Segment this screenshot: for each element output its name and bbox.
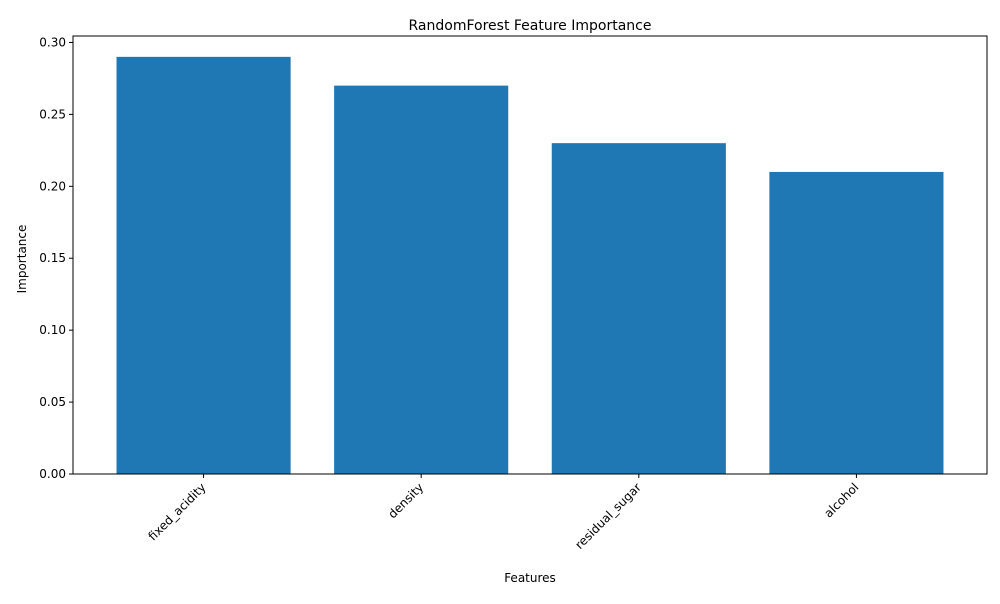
y-tick-label: 0.00 bbox=[39, 467, 66, 481]
y-tick-label: 0.15 bbox=[39, 251, 66, 265]
x-tick-label: density bbox=[385, 480, 426, 521]
y-tick-label: 0.25 bbox=[39, 107, 66, 121]
y-tick-label: 0.10 bbox=[39, 323, 66, 337]
y-tick-label: 0.30 bbox=[39, 35, 66, 49]
chart-title: RandomForest Feature Importance bbox=[409, 18, 652, 34]
x-axis-ticks: fixed_acidity density residual_sugar alcoho… bbox=[146, 474, 862, 552]
y-axis-label: Importance bbox=[15, 225, 29, 294]
bar-fixed_acidity bbox=[116, 56, 291, 474]
x-tick-label: residual_sugar bbox=[572, 480, 644, 552]
x-tick-label: alcohol bbox=[821, 480, 861, 520]
plot-frame bbox=[72, 35, 988, 475]
bar-density bbox=[334, 85, 509, 475]
y-tick-label: 0.05 bbox=[39, 395, 66, 409]
x-tick-label: fixed_acidity bbox=[146, 480, 209, 543]
x-axis-label: Features bbox=[504, 571, 556, 585]
bar-residual_sugar bbox=[551, 143, 726, 474]
bars-group bbox=[116, 56, 944, 475]
bar-alcohol bbox=[769, 171, 944, 474]
y-tick-label: 0.20 bbox=[39, 179, 66, 193]
y-axis-ticks: 0.00 0.05 0.10 0.15 0.20 0.25 0.30 bbox=[39, 35, 73, 481]
